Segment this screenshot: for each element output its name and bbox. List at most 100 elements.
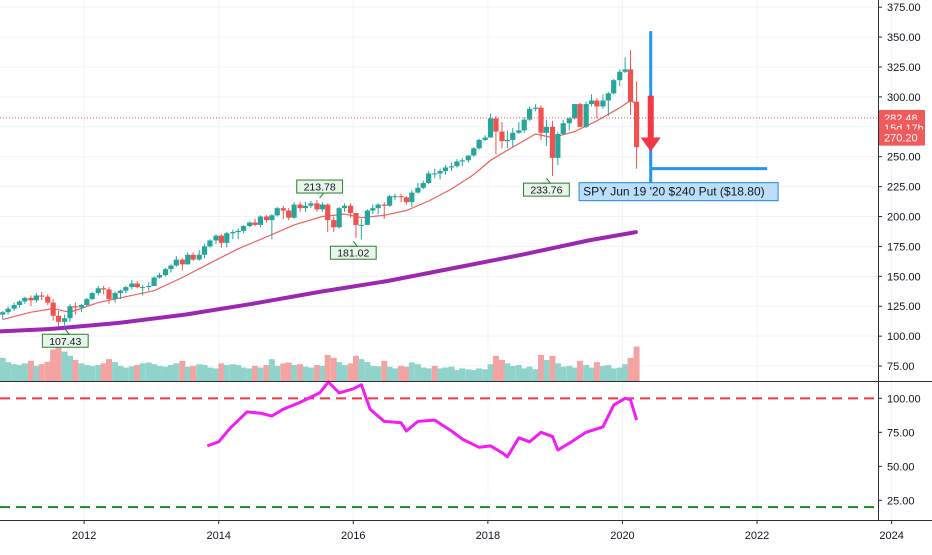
volume-bar	[257, 367, 264, 381]
candle-body	[504, 139, 510, 142]
pivot-label-pointer	[542, 177, 552, 184]
volume-bar	[616, 367, 623, 381]
candle-body	[465, 155, 471, 161]
candle-body	[78, 305, 85, 308]
volume-bar	[610, 368, 617, 381]
candle-body	[398, 196, 404, 198]
volume-bar	[206, 367, 213, 381]
candle-body	[409, 192, 415, 203]
candle-body	[39, 295, 45, 297]
volume-bar	[386, 366, 393, 381]
volume-bar	[420, 367, 427, 381]
volume-bar	[414, 364, 421, 381]
volume-bar	[201, 365, 208, 381]
volume-bar	[302, 366, 309, 381]
volume-bar	[403, 366, 410, 381]
volume-bar	[521, 368, 528, 381]
candle-body	[521, 119, 527, 131]
volume-bar	[151, 364, 158, 381]
price-tick-label: 375.00	[887, 2, 921, 14]
candle-body	[600, 100, 606, 107]
candle-body	[106, 289, 112, 300]
candle-body	[201, 246, 208, 255]
price-tick-label: 225.00	[887, 182, 921, 194]
time-tick-label: 2020	[610, 530, 634, 542]
volume-bar	[184, 366, 191, 381]
candle-body	[611, 80, 617, 94]
volume-bar	[38, 364, 45, 381]
volume-bar	[425, 368, 432, 381]
candle-body	[594, 100, 600, 107]
pivot-label-text: 107.43	[49, 336, 81, 348]
volume-bar	[543, 360, 550, 381]
candles	[0, 50, 640, 328]
volume-bar	[627, 357, 634, 381]
candle-body	[247, 222, 253, 227]
option-label-box	[578, 182, 779, 202]
volume-bar	[324, 354, 331, 381]
candle-body	[437, 171, 443, 174]
candle-body	[347, 205, 354, 213]
candle-body	[84, 299, 90, 306]
volume-bar	[437, 368, 444, 381]
candle-body	[140, 287, 146, 289]
candle-body	[442, 167, 449, 172]
volume-bar	[16, 365, 23, 381]
candle-body	[50, 302, 56, 316]
volume-bar	[285, 362, 292, 381]
candle-body	[0, 312, 6, 315]
grid	[0, 0, 893, 520]
volume-bar	[291, 365, 298, 381]
volume-bar	[213, 368, 220, 381]
volume-bar	[341, 365, 348, 381]
volume-bar	[392, 368, 399, 381]
volume-bar	[0, 357, 6, 381]
volume-bar	[66, 355, 73, 381]
moving-average-path	[0, 230, 638, 334]
price-tick-label: 250.00	[887, 152, 921, 164]
candle-body	[375, 204, 381, 209]
candle-body	[308, 203, 314, 206]
candle-body	[370, 208, 376, 211]
volume-bar	[33, 365, 40, 381]
pivot-label-pointer	[349, 240, 359, 247]
volume-bar	[106, 359, 113, 381]
volume-bar	[526, 366, 533, 381]
candle-body	[627, 69, 634, 102]
candle-body	[173, 259, 179, 266]
volume-bar	[11, 364, 18, 381]
volume-bar	[571, 367, 578, 381]
candle-body	[55, 315, 62, 322]
candle-body	[95, 288, 101, 294]
volume-bar	[398, 365, 405, 381]
volume-bar	[509, 365, 516, 381]
candle-body	[476, 139, 482, 149]
volume-bar	[465, 369, 472, 381]
projection-drawing[interactable]: SPY Jun 19 '20 $240 Put ($18.80)	[578, 31, 779, 202]
candle-body	[190, 254, 196, 260]
candle-body	[493, 118, 499, 132]
volume-bar	[588, 367, 595, 381]
candle-body	[319, 204, 325, 210]
candle-body	[560, 123, 566, 134]
volume-bar	[44, 361, 51, 381]
candle-body	[291, 204, 297, 218]
price-tick-label: 300.00	[887, 92, 921, 104]
candle-body	[487, 118, 494, 138]
volume-bar	[487, 364, 494, 381]
volume-bar	[162, 366, 169, 381]
candle-body	[471, 148, 477, 156]
candle-body	[235, 230, 241, 233]
volume-bar	[156, 365, 163, 381]
osc-tick-label: 50.00	[887, 461, 915, 473]
volume-bar	[593, 362, 600, 381]
candle-body	[454, 161, 460, 167]
volume-bar	[246, 368, 253, 381]
candle-body	[257, 216, 264, 225]
volume-bar	[381, 360, 388, 381]
volume-bar	[240, 367, 247, 381]
volume-bars	[0, 345, 640, 381]
candle-body	[123, 287, 129, 291]
